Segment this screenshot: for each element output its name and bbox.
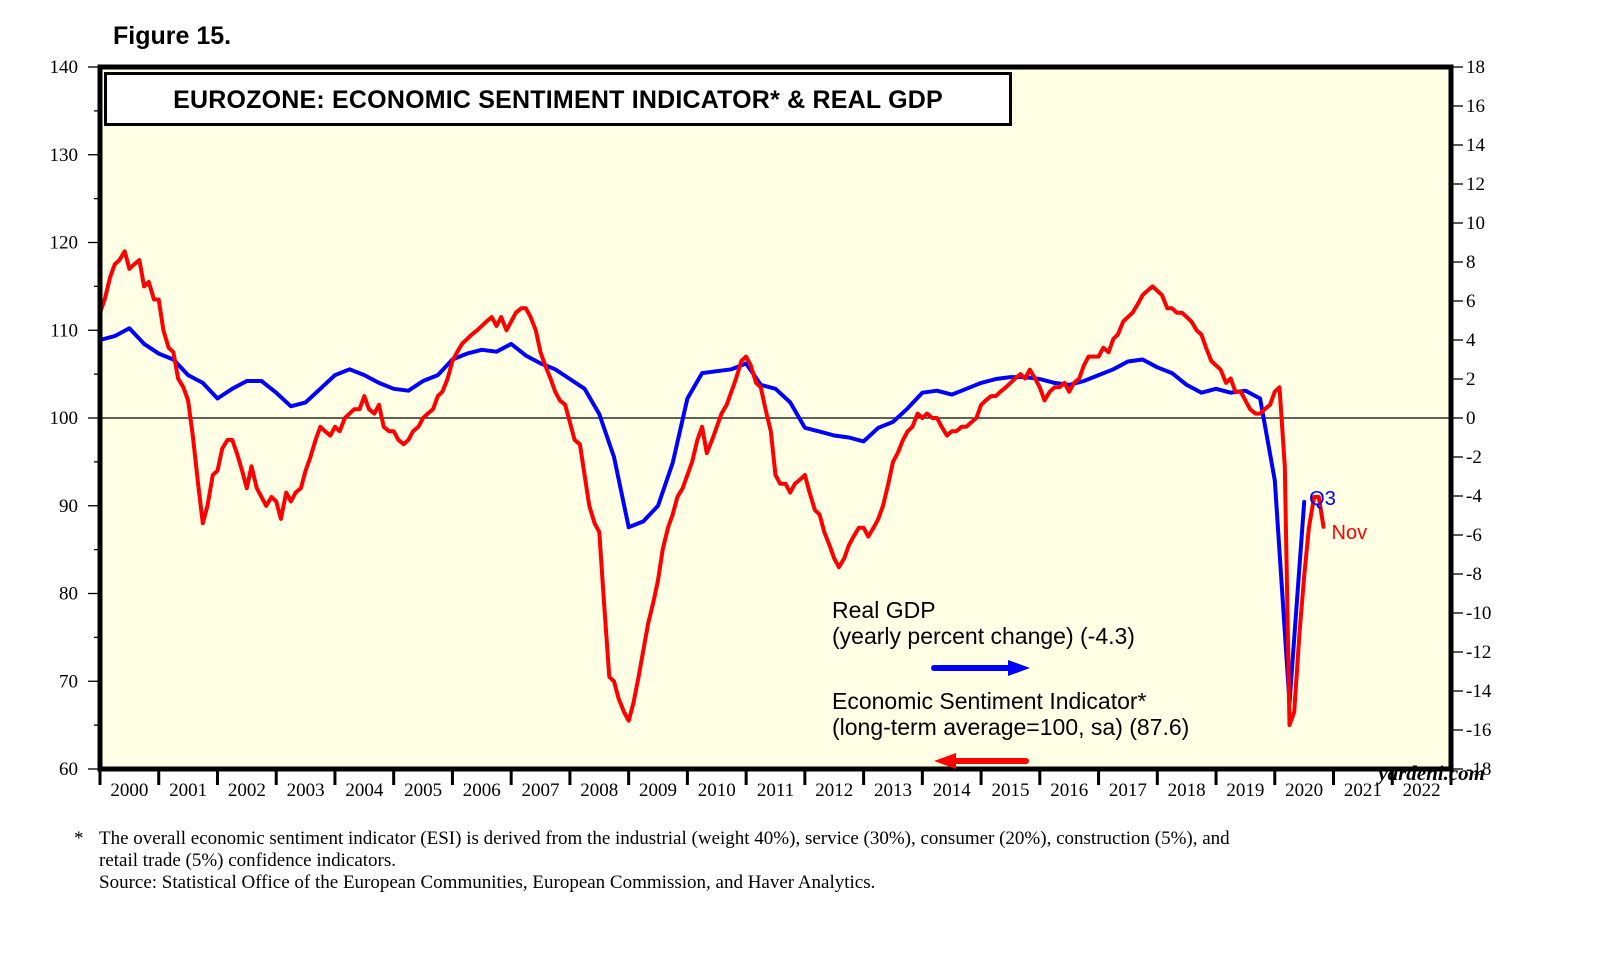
x-tick-label: 2009 [639,780,677,801]
right-tick-label: 4 [1466,330,1476,351]
right-tick-label: 10 [1466,213,1485,234]
x-tick-label: 2002 [228,780,266,801]
x-tick-label: 2001 [169,780,207,801]
right-tick-label: -14 [1466,681,1492,702]
right-tick-label: 16 [1466,96,1485,117]
legend-esi-arrow-head [934,753,956,769]
right-tick-label: -8 [1466,564,1482,585]
x-tick-label: 2003 [287,780,325,801]
x-tick-label: 2011 [757,780,794,801]
x-tick-label: 2015 [991,780,1029,801]
right-tick-label: 0 [1466,408,1476,429]
x-tick-label: 2017 [1109,780,1147,801]
gdp-series-line [98,326,1307,705]
legend: Real GDP (yearly percent change) (-4.3) … [832,597,1189,769]
right-tick-label: 18 [1466,57,1485,78]
figure-label: Figure 15. [113,22,232,50]
x-tick-label: 2016 [1050,780,1088,801]
right-tick-label: -12 [1466,642,1491,663]
x-tick-label: 2013 [874,780,912,801]
left-tick-label: 70 [59,671,78,692]
right-tick-label: -2 [1466,447,1482,468]
left-tick-label: 130 [50,145,79,166]
x-tick-label: 2007 [522,780,560,801]
right-tick-label: -18 [1466,759,1491,780]
legend-gdp-arrow [931,660,1030,676]
footnote: * The overall economic sentiment indicat… [74,828,1474,894]
right-tick-label: 2 [1466,369,1476,390]
footnote-source: Source: Statistical Office of the Europe… [99,872,876,893]
x-tick-label: 2021 [1344,780,1382,801]
right-tick-label: 8 [1466,252,1476,273]
chart-title-box: EUROZONE: ECONOMIC SENTIMENT INDICATOR* … [104,72,1012,126]
right-tick-label: -4 [1466,486,1482,507]
x-tick-label: 2005 [404,780,442,801]
x-tick-label: 2019 [1226,780,1264,801]
legend-gdp-sub: (yearly percent change) (-4.3) [832,623,1135,649]
legend-esi-name: Economic Sentiment Indicator* [832,688,1147,714]
left-tick-label: 80 [59,584,78,605]
footnote-marker: * [74,828,84,849]
left-axis: 60 70 80 90 100 110 120 130 140 [50,57,100,780]
x-tick-label: 2010 [698,780,736,801]
x-tick-label: 2006 [463,780,501,801]
right-tick-label: -16 [1466,720,1491,741]
x-tick-label: 2008 [580,780,618,801]
legend-gdp-arrow-head [1008,660,1030,676]
x-tick-label: 2012 [815,780,853,801]
legend-gdp-name: Real GDP [832,597,936,623]
right-tick-label: -10 [1466,603,1491,624]
x-tick-label: 2020 [1285,780,1323,801]
right-tick-label: 14 [1466,135,1486,156]
right-tick-label: -6 [1466,525,1482,546]
x-axis: 2000 2001 2002 2003 2004 2005 2006 2007 2008 2009… [98,769,1453,801]
left-tick-label: 120 [50,233,79,254]
left-tick-label: 90 [59,496,78,517]
left-tick-label: 60 [59,759,78,780]
x-tick-label: 2022 [1403,780,1441,801]
gdp-end-label: Q3 [1309,488,1336,510]
right-tick-label: 6 [1466,291,1476,312]
right-axis: -18 -16 -14 -12 -10 -8 -6 -4 -2 0 2 4 6 8 10 12 14 16 18 [1451,57,1492,780]
legend-esi-arrow [934,753,1029,769]
left-tick-label: 100 [50,408,79,429]
legend-esi-sub: (long-term average=100, sa) (87.6) [832,714,1189,740]
esi-end-label: Nov [1332,522,1368,544]
x-tick-label: 2004 [345,780,384,801]
right-tick-label: 12 [1466,174,1485,195]
left-tick-label: 110 [50,320,78,341]
series-group [98,249,1326,728]
watermark: yardeni.com [1375,761,1485,785]
x-tick-label: 2014 [933,780,972,801]
esi-series-line [98,249,1326,728]
x-tick-label: 2000 [110,780,148,801]
chart-title: EUROZONE: ECONOMIC SENTIMENT INDICATOR* … [173,86,943,114]
x-tick-label: 2018 [1168,780,1206,801]
footnote-line-1: The overall economic sentiment indicator… [99,828,1230,849]
left-tick-label: 140 [50,57,79,78]
footnote-line-2: retail trade (5%) confidence indicators. [99,850,396,871]
